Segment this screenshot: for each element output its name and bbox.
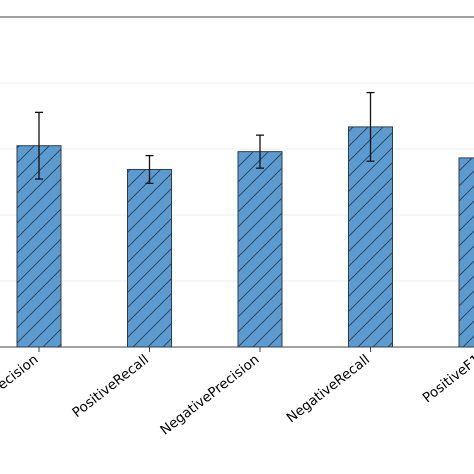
x-tick-label-2: PositiveRecall (69, 352, 152, 421)
x-tick-label-3: NegativePrecision (157, 352, 262, 439)
x-tick-label-5: PositiveF1 (420, 352, 474, 407)
bar-2 (127, 168, 172, 348)
x-tick-labels: PositivePrecision PositiveRecall NegativeP… (0, 352, 474, 439)
x-tick-label-1: PositivePrecision (0, 352, 41, 434)
x-ticks (38, 347, 371, 352)
bars (16, 126, 474, 348)
gridlines (0, 82, 474, 282)
x-tick-label-4: NegativeRecall (284, 352, 373, 427)
error-bars (35, 91, 375, 184)
bar-3 (237, 151, 283, 348)
bar-5 (458, 157, 474, 348)
